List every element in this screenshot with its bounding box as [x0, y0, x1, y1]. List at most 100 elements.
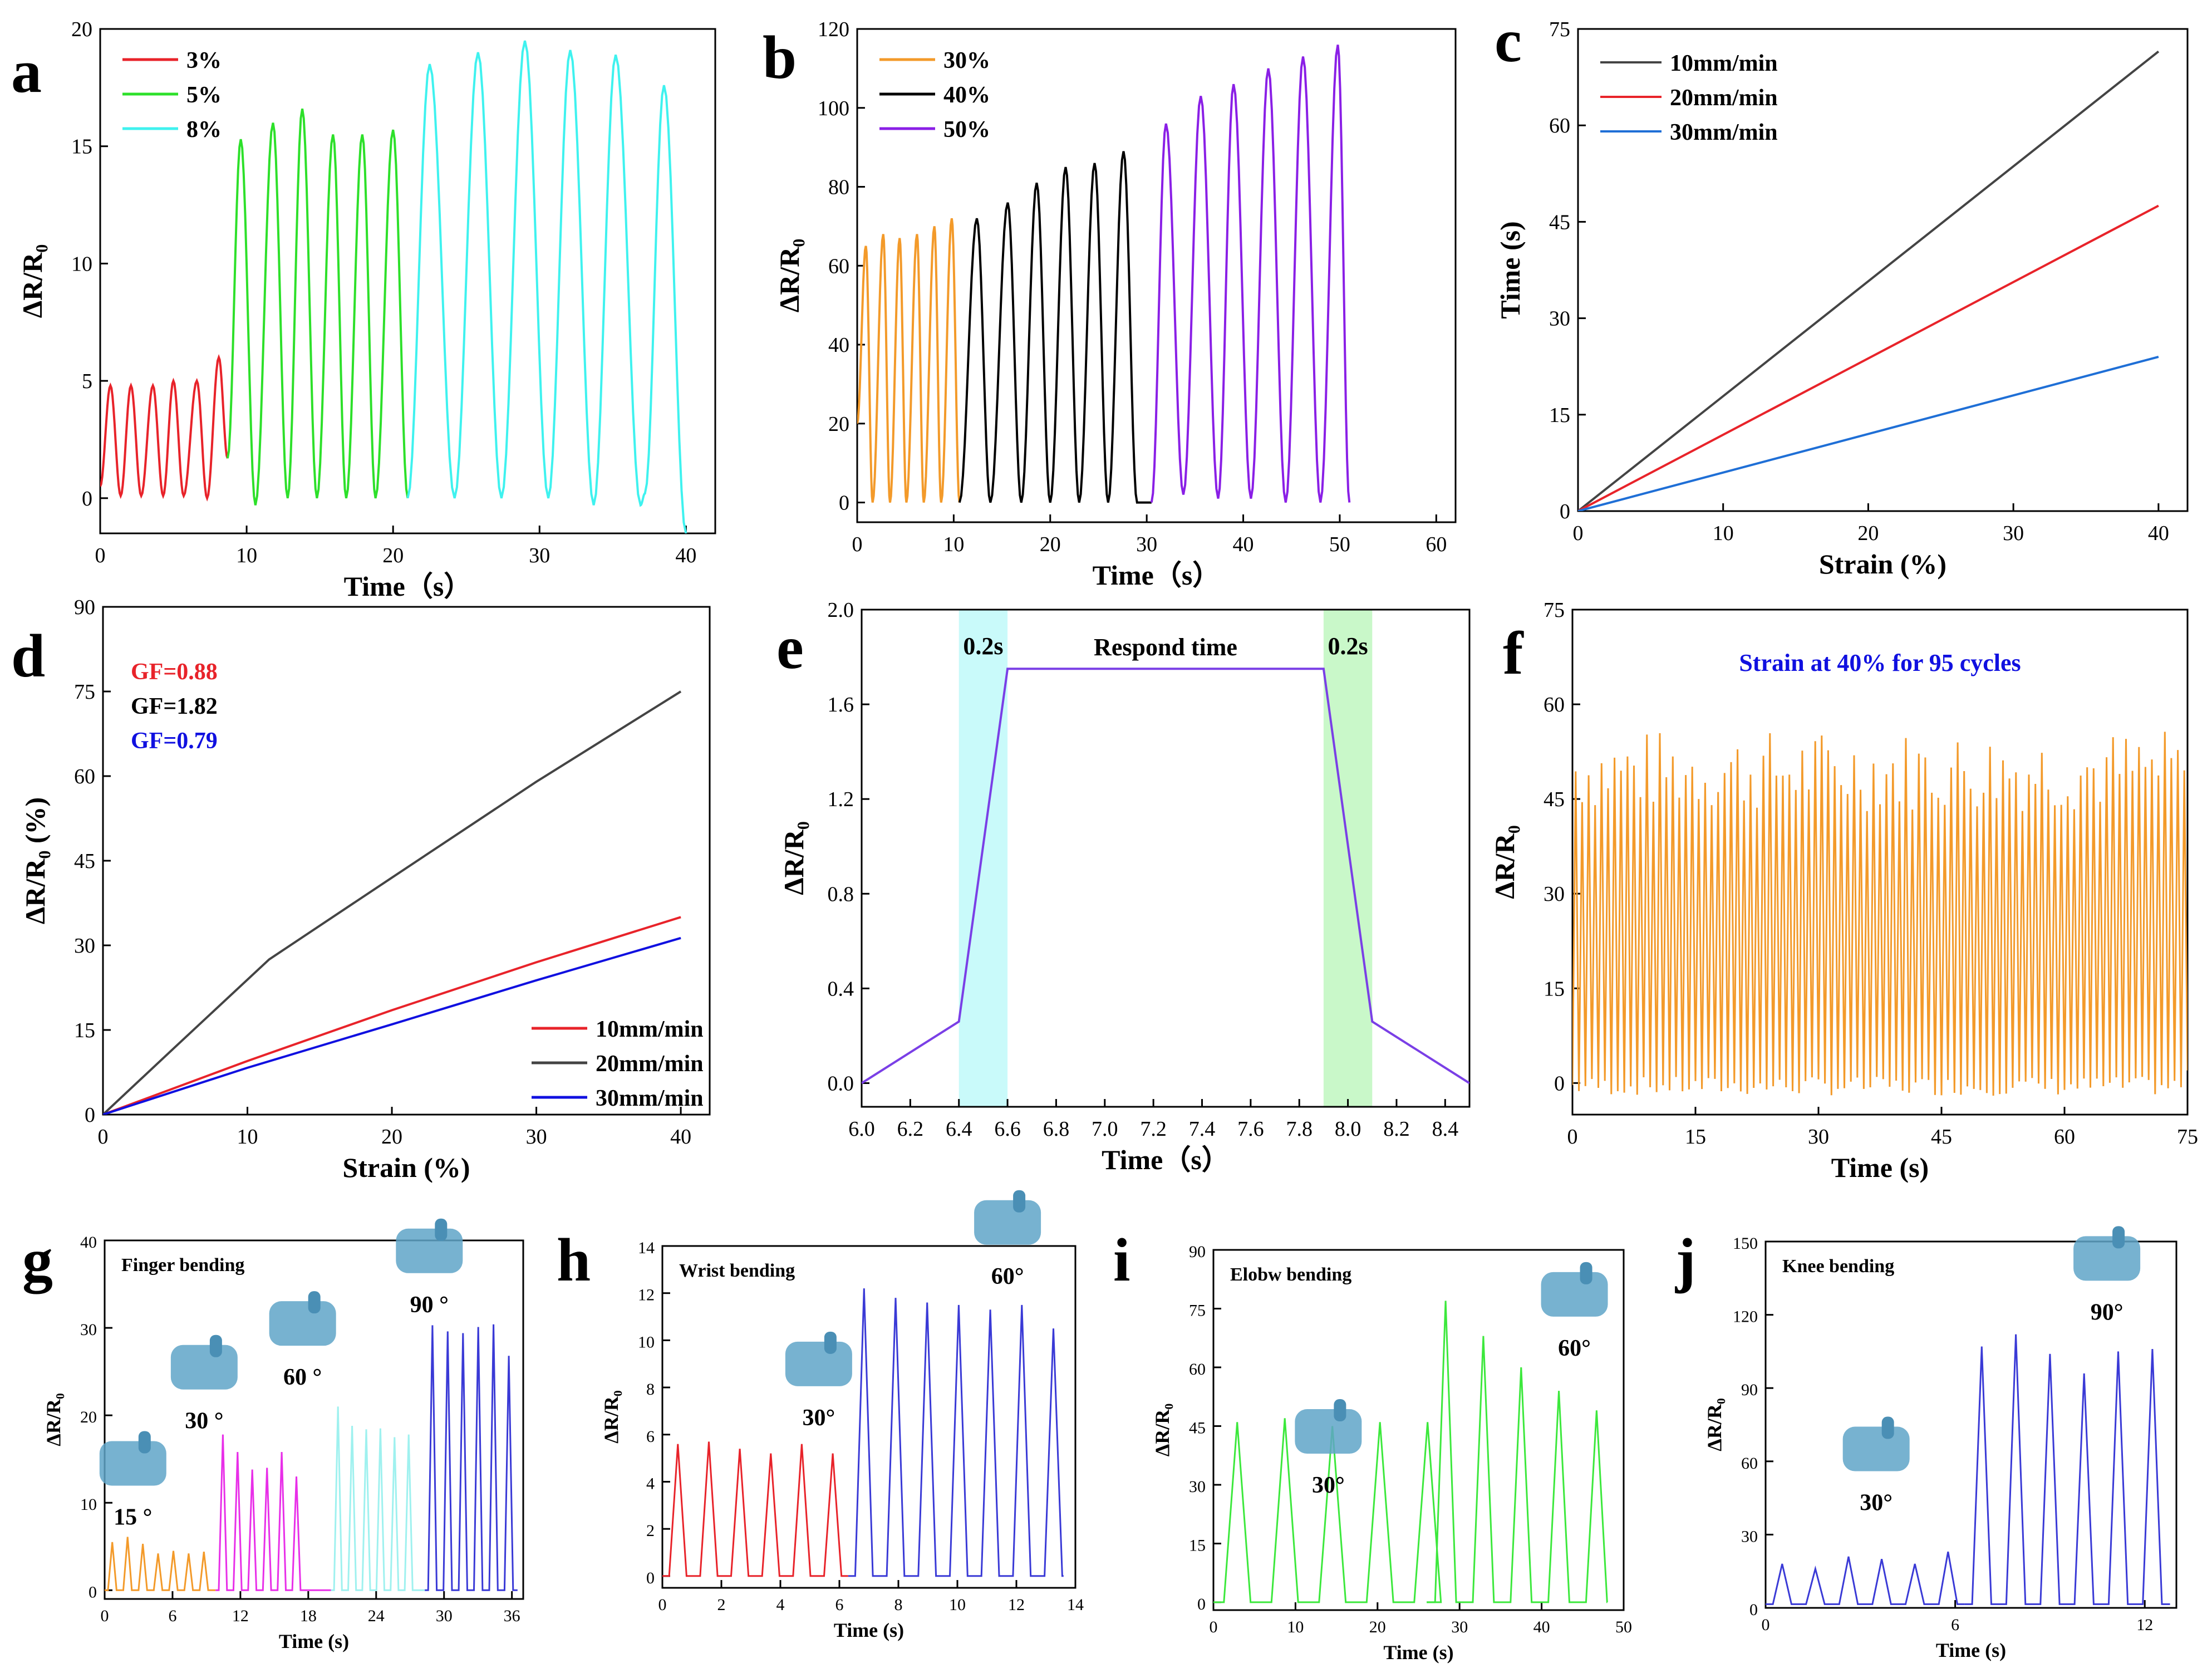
angle-label: 15 ° [114, 1504, 152, 1530]
finger-shape [1013, 1190, 1026, 1213]
legend-label: 20mm/min [1670, 85, 1778, 111]
series-line [1150, 45, 1351, 503]
y-tick-label: 15 [1544, 977, 1565, 1000]
plot-frame [856, 28, 1457, 523]
chart-panel-f: 0 15 30 45 60 75 0 15 30 45 60 75 Time (s) ΔR/R₀ f Stra… [1489, 598, 2198, 1183]
series-line [1572, 732, 2188, 1096]
y-axis-label: ΔR/R₀ [17, 244, 48, 318]
series-line [406, 40, 687, 533]
hand-shape [974, 1200, 1041, 1245]
x-tick-label: 2 [717, 1596, 726, 1614]
x-tick-label: 60 [1425, 533, 1447, 556]
y-tick-label: 0 [1749, 1601, 1758, 1619]
series-line [1578, 355, 2159, 511]
x-tick-label: 6.4 [946, 1117, 972, 1141]
legend-label: 40% [943, 82, 990, 108]
y-tick-label: 40 [80, 1233, 97, 1252]
panel-letter: h [557, 1226, 591, 1294]
x-tick-label: 8.2 [1383, 1117, 1410, 1141]
x-tick-label: 0 [1567, 1125, 1578, 1149]
y-tick-label: 4 [646, 1474, 655, 1493]
series-line [331, 1406, 425, 1591]
hand-shape [2073, 1236, 2141, 1281]
y-tick-label: 0 [89, 1583, 97, 1601]
x-tick-label: 0 [1210, 1618, 1218, 1636]
annotation: Respond time [1094, 634, 1237, 661]
x-tick-label: 7.0 [1092, 1117, 1118, 1141]
x-tick-label: 40 [670, 1125, 691, 1149]
series-line [848, 1288, 1064, 1577]
hand-shape [99, 1441, 166, 1486]
panel-letter: b [763, 23, 797, 91]
y-tick-label: 2.0 [828, 598, 854, 622]
x-tick-label: 30 [1451, 1618, 1468, 1636]
y-axis-label: Time (s) [1495, 221, 1526, 318]
y-tick-label: 0 [646, 1569, 655, 1587]
x-tick-label: 0 [101, 1607, 109, 1625]
x-tick-label: 6.0 [848, 1117, 875, 1141]
y-tick-label: 10 [71, 252, 92, 276]
plot-frame [1764, 1240, 2177, 1609]
series-line [862, 668, 1469, 1085]
hand-gesture-icon [785, 1331, 852, 1386]
y-tick-label: 0 [1560, 500, 1570, 523]
y-tick-label: 45 [1544, 788, 1565, 811]
panel-title: Knee bending [1782, 1256, 1894, 1277]
plot-frame [104, 1239, 524, 1600]
series-line [1578, 50, 2160, 511]
x-tick-label: 12 [232, 1607, 249, 1625]
finger-shape [1580, 1262, 1592, 1284]
y-tick-label: 12 [638, 1286, 655, 1304]
y-tick-label: 0 [82, 487, 92, 511]
y-tick-label: 90 [1741, 1381, 1758, 1399]
x-tick-label: 4 [776, 1596, 785, 1614]
x-tick-label: 24 [368, 1607, 385, 1625]
x-tick-label: 60 [2054, 1125, 2075, 1149]
x-tick-label: 10 [943, 533, 964, 556]
x-axis-label: Strain (%) [342, 1152, 470, 1183]
series-line [226, 108, 409, 506]
y-tick-label: 30 [1189, 1478, 1206, 1496]
hand-shape [1842, 1426, 1910, 1471]
y-tick-label: 90 [74, 596, 95, 619]
plot-area [662, 1288, 1064, 1577]
panel-letter: i [1113, 1226, 1130, 1294]
x-tick-label: 20 [381, 1125, 402, 1149]
gf-label: GF=1.82 [131, 694, 218, 719]
plot-frame [861, 609, 1471, 1108]
hand-shape [269, 1301, 336, 1346]
x-axis-label: Time（s） [344, 571, 472, 602]
highlight-band [1323, 610, 1373, 1107]
legend-label: 8% [186, 117, 222, 143]
x-axis-label: Time（s） [1093, 560, 1221, 591]
y-tick-label: 75 [74, 680, 95, 704]
x-tick-label: 8.0 [1335, 1117, 1361, 1141]
series-line [103, 916, 681, 1115]
x-axis-label: Strain (%) [1819, 548, 1946, 580]
y-axis-label: ΔR/R₀ [1489, 825, 1520, 899]
x-tick-label: 0 [852, 533, 863, 556]
x-tick-label: 7.4 [1189, 1117, 1216, 1141]
x-tick-label: 8 [894, 1596, 903, 1614]
x-tick-label: 7.8 [1286, 1117, 1313, 1141]
x-tick-label: 7.6 [1237, 1117, 1264, 1141]
gf-label: GF=0.79 [131, 728, 218, 754]
x-tick-label: 30 [1808, 1125, 1829, 1149]
x-tick-label: 20 [1857, 522, 1879, 545]
panel-letter: a [11, 37, 42, 105]
y-tick-label: 90 [1189, 1243, 1206, 1261]
chart-panel-c: 0 10 20 30 40 0 15 30 45 60 75 Strain (%) Time (s) c 1… [1495, 7, 2189, 580]
x-tick-label: 10 [1713, 522, 1734, 545]
plot-frame [99, 28, 716, 534]
y-tick-label: 0 [1197, 1595, 1206, 1613]
x-tick-label: 30 [1136, 533, 1157, 556]
plot-area [857, 45, 1351, 504]
x-tick-label: 8.4 [1432, 1117, 1459, 1141]
y-tick-label: 14 [638, 1239, 655, 1257]
y-axis-label: ΔR/R₀ [42, 1393, 65, 1446]
x-tick-label: 6.2 [897, 1117, 924, 1141]
x-tick-label: 7.2 [1140, 1117, 1167, 1141]
hand-gesture-icon [1842, 1416, 1910, 1471]
plot-area [103, 690, 682, 1115]
